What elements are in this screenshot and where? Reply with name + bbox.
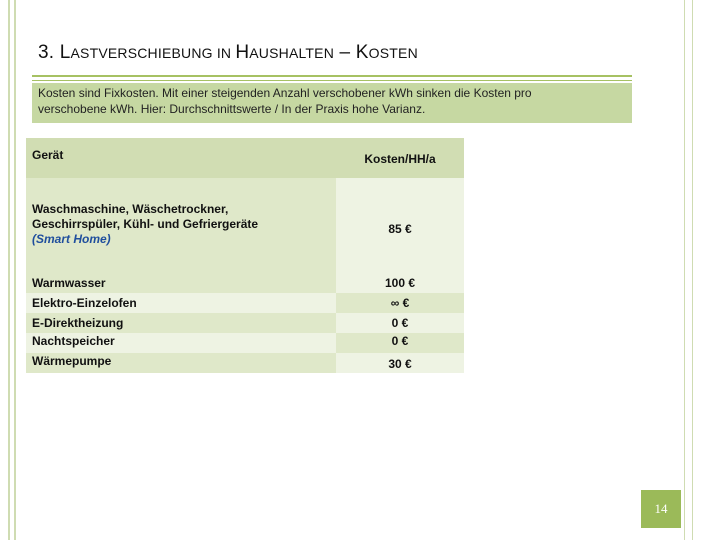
title-part: – K [334, 42, 369, 63]
table-row-device-cell: Wärmepumpe [26, 353, 336, 373]
smart-home-note: (Smart Home) [32, 232, 111, 246]
row-device: Warmwasser [32, 276, 106, 290]
table-row-device-cell: Elektro-Einzelofen [26, 293, 336, 313]
header-device: Gerät [32, 148, 64, 162]
table-row-device-cell: Waschmaschine, Wäschetrockner, Geschirrs… [26, 178, 336, 273]
row-cost: 85 € [388, 222, 412, 236]
intro-line: verschobene kWh. Hier: Durchschnittswert… [38, 102, 426, 116]
table-row-cost-cell: 85 € [336, 178, 464, 273]
title-underline-thin [32, 80, 632, 81]
intro-box: Kosten sind Fixkosten. Mit einer steigen… [32, 83, 632, 123]
title-part: H [235, 42, 250, 63]
table-row-device-cell: E-Direktheizung [26, 313, 336, 333]
device-line: Geschirrspüler, Kühl- und Gefriergeräte [32, 217, 259, 231]
table-row-cost-cell: 100 € [336, 273, 464, 293]
slide-title: 3. LASTVERSCHIEBUNG IN HAUSHALTEN – KOST… [38, 42, 658, 64]
page-number-badge: 14 [641, 490, 681, 528]
row-cost: 30 € [388, 357, 412, 371]
header-cost-cell: Kosten/HH/a [336, 138, 464, 178]
title-part: 3. L [38, 42, 71, 63]
table-row-cost-cell: 30 € [336, 353, 464, 373]
left-border-line-inner [14, 0, 16, 540]
row-device: E-Direktheizung [32, 316, 124, 330]
title-part: OSTEN [368, 45, 418, 61]
header-cost: Kosten/HH/a [364, 152, 436, 166]
row-cost: 0 € [391, 316, 409, 330]
title-part: ASTVERSCHIEBUNG IN [70, 45, 236, 61]
table-row-cost-cell: 0 € [336, 313, 464, 333]
row-device: Elektro-Einzelofen [32, 296, 137, 310]
table-row-cost-cell: ∞ € [336, 293, 464, 313]
left-border-line [8, 0, 10, 540]
row-device: Wärmepumpe [32, 354, 112, 368]
row-cost: 100 € [384, 276, 416, 290]
row-device: Nachtspeicher [32, 334, 115, 348]
intro-line: Kosten sind Fixkosten. Mit einer steigen… [38, 86, 532, 100]
device-line: Waschmaschine, Wäschetrockner, [32, 202, 229, 216]
right-border-line-outer [692, 0, 693, 540]
header-device-cell: Gerät [26, 138, 336, 178]
row-cost: ∞ € [390, 296, 410, 310]
table-row-device-cell: Warmwasser [26, 273, 336, 293]
table-row-cost-cell: 0 € [336, 333, 464, 353]
table-row-device-cell: Nachtspeicher [26, 333, 336, 353]
title-part: AUSHALTEN [249, 45, 335, 61]
row-cost: 0 € [391, 334, 409, 348]
right-border-line [684, 0, 685, 540]
title-underline [32, 75, 632, 77]
page-number: 14 [654, 501, 668, 516]
